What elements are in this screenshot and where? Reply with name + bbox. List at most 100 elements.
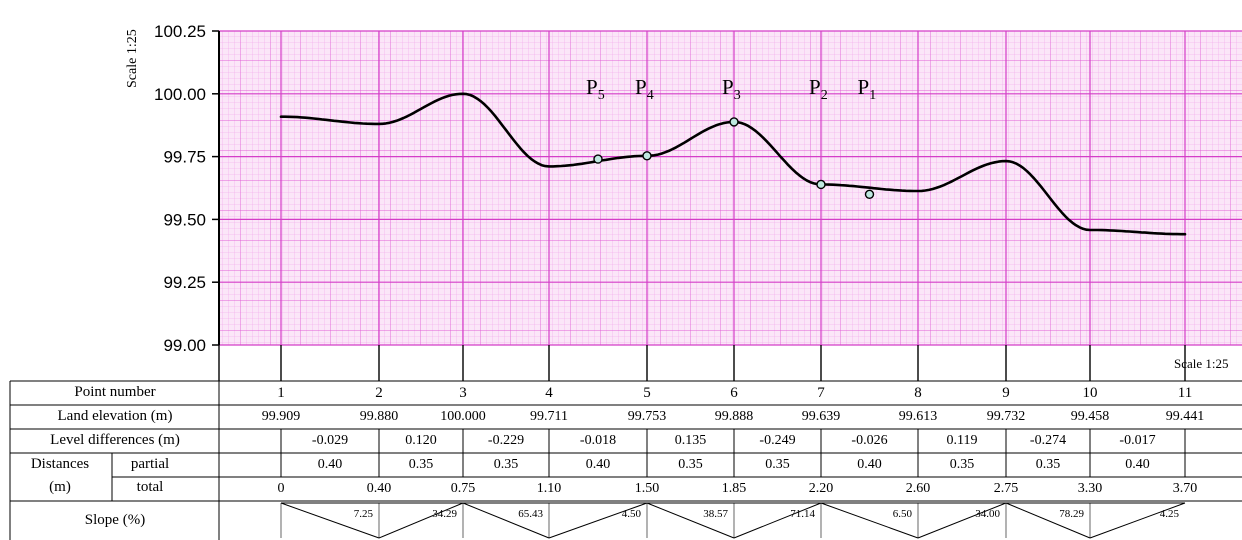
cell-point-number: 10 (1083, 385, 1098, 401)
cell-total-distance: 0.40 (367, 481, 392, 496)
point-marker-p2 (816, 179, 826, 190)
y-tick-label: 99.50 (163, 210, 206, 229)
y-tick-label: 100.25 (154, 22, 206, 41)
profile-table: Point number Land elevation (m) Level di… (9, 380, 1242, 540)
point-label-subscript: 5 (598, 88, 605, 103)
cell-partial-distance: 0.35 (765, 457, 790, 472)
point-markers (593, 117, 875, 199)
point-label-subscript: 2 (821, 88, 828, 103)
label-land-elevation: Land elevation (m) (58, 408, 173, 424)
y-tick-label: 100.00 (154, 85, 206, 104)
cell-point-number: 1 (277, 385, 285, 401)
point-label-subscript: 4 (647, 88, 654, 103)
label-distances: Distances (31, 456, 89, 472)
cell-total-distance: 1.85 (722, 481, 747, 496)
cell-total-distance: 2.60 (906, 481, 931, 496)
cell-land-elevation: 99.732 (987, 409, 1026, 424)
slope-diagonal (378, 502, 464, 539)
slope-diagonal (1089, 502, 1186, 539)
cell-slope: 34.29 (432, 508, 457, 520)
y-tick-label: 99.00 (163, 336, 206, 355)
point-marker-p3 (729, 117, 739, 127)
cell-land-elevation: 99.711 (530, 409, 568, 424)
cell-total-distance: 0 (278, 481, 285, 496)
cell-partial-distance: 0.35 (409, 457, 434, 472)
slope-diagonal (462, 502, 550, 539)
cell-point-number: 6 (730, 385, 738, 401)
cell-point-number: 3 (459, 385, 467, 401)
cell-level-difference: -0.026 (851, 433, 887, 448)
cell-slope: 71.14 (790, 508, 815, 520)
cell-level-difference: -0.229 (488, 433, 524, 448)
y-tick-labels: 100.25 100.00 99.75 99.50 99.25 99.00 (154, 22, 219, 355)
cell-slope: 34.00 (975, 508, 1000, 520)
point-label-subscript: 1 (869, 88, 876, 103)
slope-diagonal (548, 502, 648, 539)
label-partial: partial (131, 456, 169, 472)
label-point-number: Point number (74, 384, 155, 400)
cell-level-difference: 0.120 (405, 433, 437, 448)
cell-partial-distance: 0.40 (857, 457, 882, 472)
cell-partial-distance: 0.40 (318, 457, 343, 472)
cell-land-elevation: 99.909 (262, 409, 301, 424)
point-marker-p1 (864, 189, 875, 199)
vertical-scale-label: Scale 1:25 (125, 29, 140, 88)
station-ticks (218, 345, 1186, 381)
cell-total-distance: 2.20 (809, 481, 834, 496)
chart-plot-area (218, 30, 1242, 346)
cell-slope: 65.43 (518, 508, 543, 520)
major-grid (219, 30, 1242, 346)
slope-diagonal (733, 502, 822, 539)
label-slope: Slope (%) (85, 512, 145, 528)
horizontal-scale-label: Scale 1:25 (1174, 356, 1229, 371)
table-grid (9, 380, 1242, 540)
cell-slope: 4.25 (1160, 508, 1180, 520)
cell-total-distance: 2.75 (994, 481, 1019, 496)
slope-diagonal (917, 502, 1007, 539)
y-tick-label: 99.75 (163, 148, 206, 167)
label-distances-unit: (m) (49, 479, 71, 495)
cell-partial-distance: 0.40 (586, 457, 611, 472)
cell-level-difference: -0.018 (580, 433, 616, 448)
cell-partial-distance: 0.35 (950, 457, 975, 472)
cell-land-elevation: 99.880 (360, 409, 399, 424)
cell-land-elevation: 99.613 (899, 409, 938, 424)
point-label-subscript: 3 (734, 88, 741, 103)
cell-slope: 4.50 (622, 508, 642, 520)
point-marker-p5 (593, 154, 603, 164)
cell-point-number: 2 (375, 385, 383, 401)
cell-level-difference: -0.029 (312, 433, 348, 448)
cell-level-difference: 0.119 (947, 433, 978, 448)
cell-slope: 78.29 (1059, 508, 1084, 520)
cell-point-number: 9 (1002, 385, 1010, 401)
cell-total-distance: 3.70 (1173, 481, 1198, 496)
cell-land-elevation: 99.458 (1071, 409, 1110, 424)
cell-point-number: 11 (1178, 385, 1192, 401)
table-cells: 1 2 3 4 5 6 7 8 9 10 11 99.909 99.880 100.000 99.711 99… (262, 385, 1205, 539)
cell-level-difference: 0.135 (675, 433, 707, 448)
slope-diagonal (820, 502, 919, 539)
cell-total-distance: 1.10 (537, 481, 562, 496)
y-tick-label: 99.25 (163, 273, 206, 292)
label-total: total (137, 479, 164, 495)
cell-partial-distance: 0.35 (678, 457, 703, 472)
cell-level-difference: -0.274 (1030, 433, 1066, 448)
point-marker-p4 (642, 151, 652, 161)
cell-partial-distance: 0.35 (1036, 457, 1061, 472)
cell-slope: 6.50 (893, 508, 913, 520)
slope-diagonal (1005, 502, 1091, 539)
cell-total-distance: 3.30 (1078, 481, 1103, 496)
cell-partial-distance: 0.35 (494, 457, 519, 472)
mid-grid (219, 31, 1242, 345)
cell-land-elevation: 99.441 (1166, 409, 1205, 424)
cell-land-elevation: 99.639 (802, 409, 841, 424)
cell-level-difference: -0.249 (759, 433, 795, 448)
cell-total-distance: 0.75 (451, 481, 476, 496)
cell-point-number: 7 (817, 385, 825, 401)
cell-total-distance: 1.50 (635, 481, 660, 496)
cell-slope: 7.25 (354, 508, 374, 520)
cell-slope: 38.57 (703, 508, 728, 520)
cell-level-difference: -0.017 (1119, 433, 1155, 448)
slope-diagonal (280, 502, 380, 539)
